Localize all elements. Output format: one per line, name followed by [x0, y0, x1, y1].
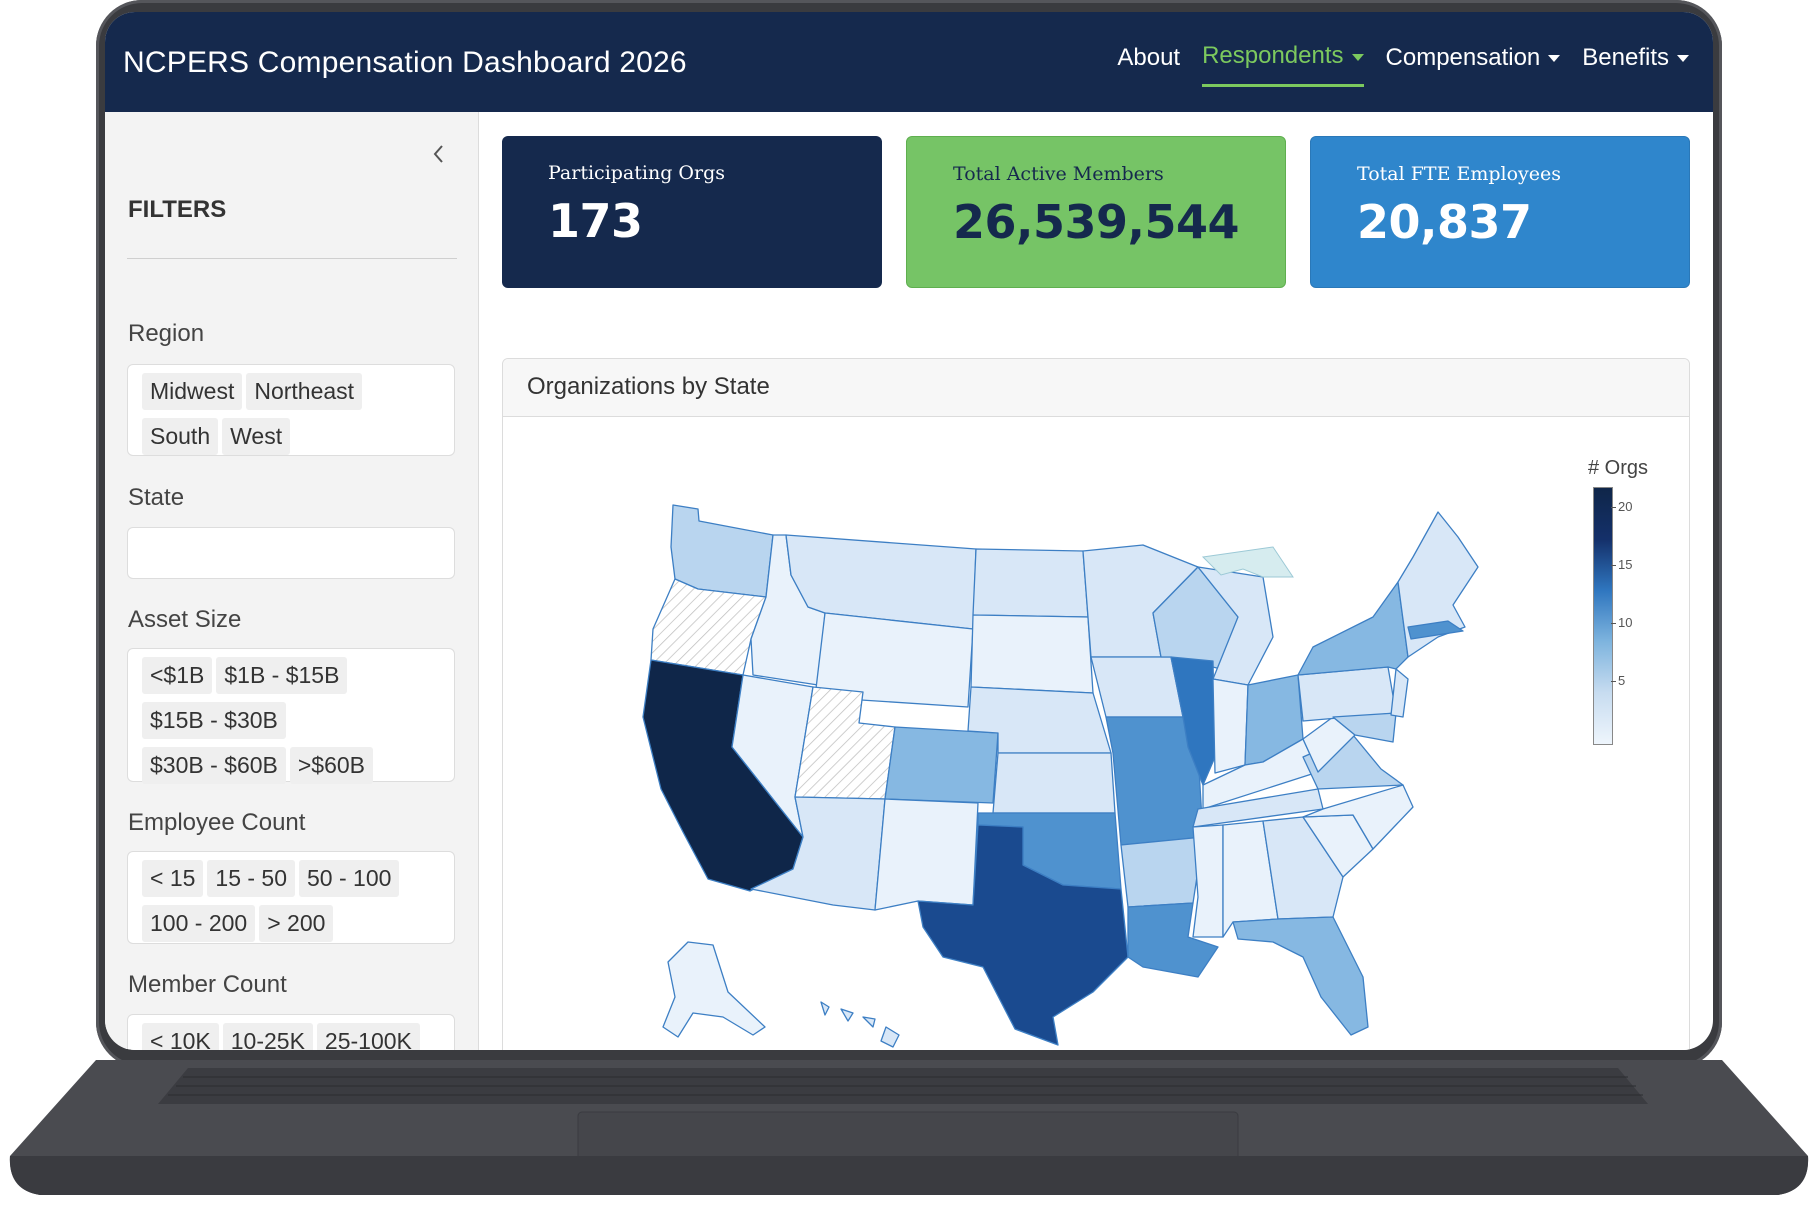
- region-chip[interactable]: West: [222, 418, 291, 455]
- legend-tick: 20: [1610, 499, 1633, 514]
- legend-color-scale: [1593, 487, 1613, 745]
- employee-count-chip[interactable]: 50 - 100: [299, 860, 400, 897]
- region-filter: Midwest Northeast South West: [127, 364, 455, 456]
- kpi-value: 20,837: [1357, 195, 1532, 249]
- state-alaska[interactable]: [662, 941, 766, 1038]
- asset-size-chip[interactable]: $15B - $30B: [142, 702, 286, 739]
- state-indiana[interactable]: [1212, 678, 1249, 774]
- chevron-left-icon: [433, 145, 443, 163]
- employee-count-filter: < 15 15 - 50 50 - 100 100 - 200 > 200: [127, 851, 455, 944]
- app-title: NCPERS Compensation Dashboard 2026: [123, 46, 687, 79]
- legend-tick: 15: [1610, 557, 1633, 572]
- region-chip[interactable]: Northeast: [246, 373, 363, 410]
- asset-size-filter-label: Asset Size: [128, 606, 242, 633]
- map-card-title: Organizations by State: [503, 359, 1689, 417]
- sidebar-collapse-button[interactable]: [426, 141, 452, 167]
- asset-size-chip[interactable]: $30B - $60B: [142, 747, 286, 784]
- state-filter-input[interactable]: [127, 527, 455, 579]
- legend-tick: 10: [1610, 615, 1633, 630]
- kpi-value: 26,539,544: [953, 195, 1240, 249]
- asset-size-chip[interactable]: $1B - $15B: [216, 657, 348, 694]
- asset-size-filter: <$1B $1B - $15B $15B - $30B $30B - $60B >$…: [127, 648, 455, 784]
- map-legend: # Orgs 20 15 10 5: [1588, 457, 1678, 757]
- filters-heading: FILTERS: [128, 196, 227, 223]
- state-pennsylvania[interactable]: [1297, 666, 1397, 722]
- dashboard-screen: NCPERS Compensation Dashboard 2026 About…: [105, 12, 1713, 1050]
- employee-count-chip[interactable]: 100 - 200: [142, 905, 256, 942]
- asset-size-chip[interactable]: >$60B: [289, 747, 374, 784]
- member-count-chip[interactable]: 25-100K: [316, 1023, 420, 1050]
- member-count-chip[interactable]: < 10K: [142, 1023, 219, 1050]
- nav-respondents-label: Respondents: [1202, 42, 1344, 69]
- employee-count-chip[interactable]: < 15: [142, 860, 204, 897]
- kpi-label: Total FTE Employees: [1357, 163, 1562, 185]
- region-chip[interactable]: Midwest: [142, 373, 243, 410]
- nav-about[interactable]: About: [1117, 42, 1180, 87]
- caret-down-icon: [1351, 53, 1364, 61]
- kpi-label: Participating Orgs: [548, 162, 725, 184]
- nav-benefits-label: Benefits: [1582, 43, 1669, 71]
- state-massachusetts[interactable]: [1407, 620, 1464, 640]
- nav-about-label: About: [1117, 43, 1181, 71]
- nav-menu: About Respondents Compensation Benefits: [1117, 42, 1689, 87]
- laptop-keyboard-base: [9, 1060, 1809, 1195]
- kpi-card-total-fte-employees: Total FTE Employees 20,837: [1310, 136, 1690, 288]
- state-new-mexico[interactable]: [874, 798, 979, 911]
- employee-count-filter-label: Employee Count: [128, 809, 306, 836]
- employee-count-chip[interactable]: > 200: [259, 905, 334, 942]
- state-washington[interactable]: [670, 504, 774, 598]
- member-count-filter: < 10K 10-25K 25-100K: [127, 1014, 455, 1050]
- kpi-value: 173: [548, 194, 643, 248]
- asset-size-chip[interactable]: <$1B: [142, 657, 213, 694]
- state-iowa[interactable]: [1090, 656, 1184, 718]
- us-choropleth-map: [642, 504, 1479, 1048]
- state-hawaii[interactable]: [820, 1001, 900, 1048]
- state-florida[interactable]: [1232, 916, 1369, 1036]
- state-arkansas[interactable]: [1120, 836, 1204, 908]
- legend-title: # Orgs: [1588, 457, 1649, 479]
- employee-count-chip[interactable]: 15 - 50: [207, 860, 296, 897]
- state-mississippi[interactable]: [1192, 824, 1224, 938]
- state-oregon[interactable]: [650, 578, 767, 676]
- state-maryland[interactable]: [1332, 712, 1397, 743]
- nav-respondents[interactable]: Respondents: [1202, 42, 1364, 87]
- state-new-york[interactable]: [1297, 581, 1409, 676]
- top-navbar: NCPERS Compensation Dashboard 2026 About…: [105, 12, 1713, 112]
- nav-benefits[interactable]: Benefits: [1582, 42, 1689, 87]
- legend-tick: 5: [1610, 673, 1626, 688]
- state-wyoming[interactable]: [814, 612, 974, 708]
- state-new-jersey[interactable]: [1390, 668, 1409, 718]
- state-texas[interactable]: [917, 824, 1129, 1046]
- region-filter-label: Region: [128, 320, 205, 347]
- caret-down-icon: [1548, 55, 1561, 62]
- state-kansas[interactable]: [992, 752, 1116, 814]
- filters-divider: [127, 258, 457, 259]
- state-filter-label: State: [128, 484, 185, 511]
- nav-compensation-label: Compensation: [1385, 43, 1541, 71]
- caret-down-icon: [1677, 55, 1689, 62]
- great-lakes: [1201, 546, 1294, 578]
- region-chip[interactable]: South: [142, 418, 219, 455]
- state-south-dakota[interactable]: [970, 614, 1094, 694]
- main-content: Participating Orgs 173 Total Active Memb…: [479, 112, 1713, 1050]
- member-count-chip[interactable]: 10-25K: [222, 1023, 313, 1050]
- state-colorado[interactable]: [884, 726, 999, 804]
- state-new-england[interactable]: [1397, 511, 1479, 658]
- member-count-filter-label: Member Count: [128, 971, 287, 998]
- state-louisiana[interactable]: [1127, 902, 1219, 978]
- state-georgia[interactable]: [1262, 816, 1344, 920]
- kpi-label: Total Active Members: [953, 163, 1164, 185]
- filters-sidebar: FILTERS Region Midwest Northeast South Wes…: [105, 112, 479, 1050]
- nav-compensation[interactable]: Compensation: [1386, 42, 1561, 87]
- organizations-map-card: Organizations by State: [502, 358, 1690, 1050]
- kpi-card-total-active-members: Total Active Members 26,539,544: [906, 136, 1286, 288]
- state-north-dakota[interactable]: [972, 548, 1089, 618]
- kpi-card-participating-orgs: Participating Orgs 173: [502, 136, 882, 288]
- state-utah[interactable]: [794, 686, 896, 800]
